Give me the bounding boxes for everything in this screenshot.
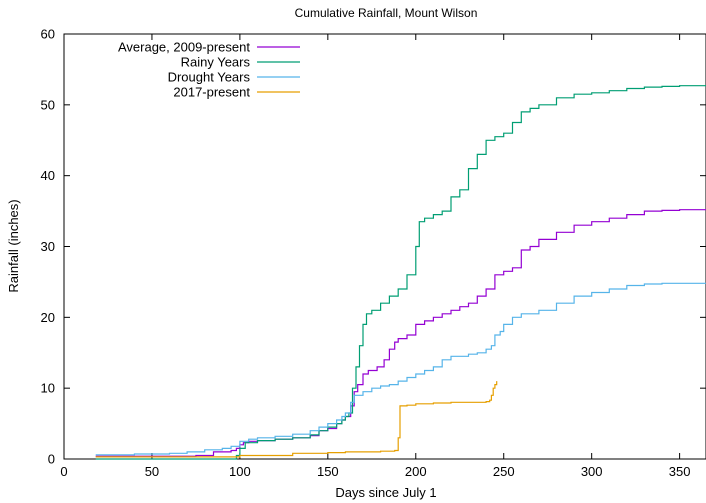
x-tick-label: 350 bbox=[669, 464, 691, 479]
series-lines bbox=[95, 85, 706, 460]
y-axis-label: Rainfall (inches) bbox=[6, 199, 21, 292]
x-axis-label: Days since July 1 bbox=[335, 485, 436, 500]
chart-title: Cumulative Rainfall, Mount Wilson bbox=[295, 6, 478, 20]
x-axis: 0 50 100 150 200 250 300 350 bbox=[60, 34, 690, 479]
y-tick-label: 50 bbox=[41, 97, 55, 112]
x-tick-label: 300 bbox=[581, 464, 603, 479]
y-tick-label: 60 bbox=[41, 27, 55, 42]
y-axis: 0 10 20 30 40 50 60 bbox=[41, 27, 706, 467]
series-line-2 bbox=[95, 282, 706, 456]
x-tick-label: 150 bbox=[317, 464, 339, 479]
legend-label: Rainy Years bbox=[181, 55, 251, 70]
y-tick-label: 40 bbox=[41, 168, 55, 183]
x-tick-label: 50 bbox=[145, 464, 159, 479]
y-tick-label: 0 bbox=[48, 452, 55, 467]
series-line-0 bbox=[95, 209, 706, 457]
y-tick-label: 30 bbox=[41, 239, 55, 254]
x-tick-label: 0 bbox=[60, 464, 67, 479]
legend-label: Average, 2009-present bbox=[118, 40, 250, 55]
legend-label: Drought Years bbox=[168, 70, 251, 85]
legend-label: 2017-present bbox=[173, 85, 250, 100]
series-line-1 bbox=[95, 85, 706, 460]
x-tick-label: 100 bbox=[229, 464, 251, 479]
plot-frame bbox=[63, 33, 706, 460]
x-tick-label: 250 bbox=[493, 464, 515, 479]
x-tick-label: 200 bbox=[405, 464, 427, 479]
y-tick-label: 20 bbox=[41, 310, 55, 325]
series-line-3 bbox=[95, 381, 498, 458]
y-tick-label: 10 bbox=[41, 381, 55, 396]
